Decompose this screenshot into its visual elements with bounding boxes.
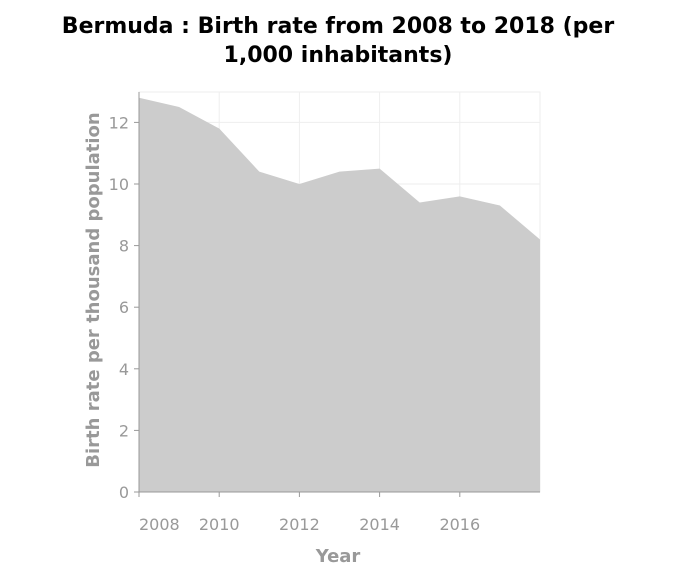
y-axis-label: Birth rate per thousand population — [83, 112, 104, 467]
chart-title-line-2: 1,000 inhabitants) — [224, 43, 453, 68]
axes: 0 2 4 6 8 10 12 2008 2010 2012 2014 2016 — [109, 92, 540, 534]
x-tick-label: 2014 — [359, 515, 400, 534]
x-tick-label: 2008 — [139, 515, 180, 534]
area-series — [139, 97, 540, 492]
x-axis-label: Year — [315, 546, 361, 567]
chart-title-line-1: Bermuda : Birth rate from 2008 to 2018 (… — [62, 14, 615, 39]
y-tick-label: 2 — [119, 421, 129, 440]
y-tick-label: 6 — [119, 298, 129, 317]
y-tick-label: 0 — [119, 483, 129, 502]
area-fill — [139, 97, 540, 492]
x-tick-label: 2010 — [199, 515, 240, 534]
x-tick-label: 2012 — [279, 515, 320, 534]
y-tick-label: 8 — [119, 237, 129, 256]
x-tick-label: 2016 — [439, 515, 480, 534]
y-tick-label: 10 — [109, 175, 129, 194]
y-tick-label: 12 — [109, 113, 129, 132]
y-tick-label: 4 — [119, 360, 129, 379]
